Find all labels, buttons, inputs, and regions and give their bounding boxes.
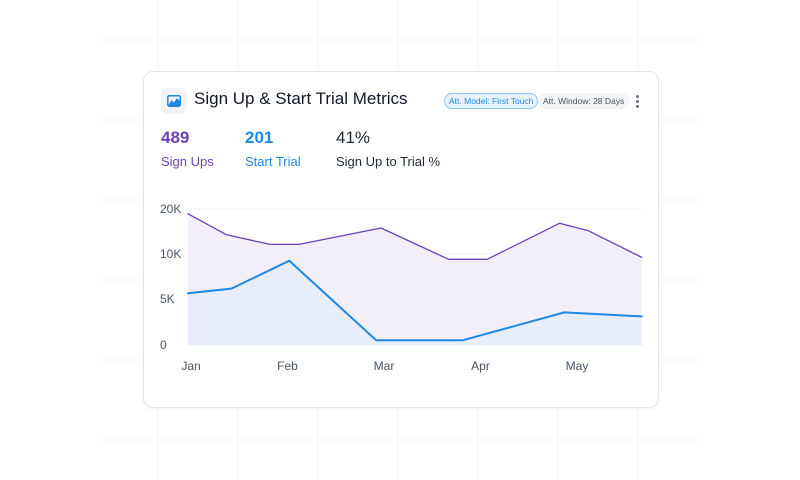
metric-sign-ups: 489 Sign Ups xyxy=(161,128,214,170)
y-tick-label: 20K xyxy=(160,202,181,216)
x-tick-label: May xyxy=(566,359,589,373)
metric-label: Start Trial xyxy=(245,154,301,169)
x-tick-label: Mar xyxy=(374,359,395,373)
metric-value: 201 xyxy=(245,128,274,147)
attribution-model-badge[interactable]: Att. Model: First Touch xyxy=(444,93,539,109)
metric-start-trial: 201 Start Trial xyxy=(245,128,301,170)
series-line xyxy=(187,213,643,260)
area-chart: 0 5K 10K 20K Jan Feb Mar Apr May xyxy=(160,202,643,373)
more-vertical-icon[interactable] xyxy=(631,92,643,110)
metric-value: 489 xyxy=(161,128,190,147)
series-area xyxy=(188,260,642,345)
x-tick-label: Jan xyxy=(181,359,200,373)
y-tick-label: 0 xyxy=(160,338,167,352)
metric-conversion-rate: 41% Sign Up to Trial % xyxy=(336,128,440,170)
x-tick-label: Apr xyxy=(471,359,490,373)
metric-label: Sign Up to Trial % xyxy=(336,154,441,169)
metric-value: 41% xyxy=(336,128,371,147)
attribution-window-badge[interactable]: Att. Window: 28 Days xyxy=(538,93,630,109)
card-title: Sign Up & Start Trial Metrics xyxy=(194,89,408,108)
area-chart-icon xyxy=(161,88,187,114)
y-tick-label: 5K xyxy=(160,292,175,306)
metric-label: Sign Ups xyxy=(161,154,214,169)
x-tick-label: Feb xyxy=(277,359,298,373)
metrics-card: Sign Up & Start Trial Metrics Att. Model… xyxy=(143,71,659,408)
series-line xyxy=(187,259,643,342)
y-tick-label: 10K xyxy=(160,247,181,261)
